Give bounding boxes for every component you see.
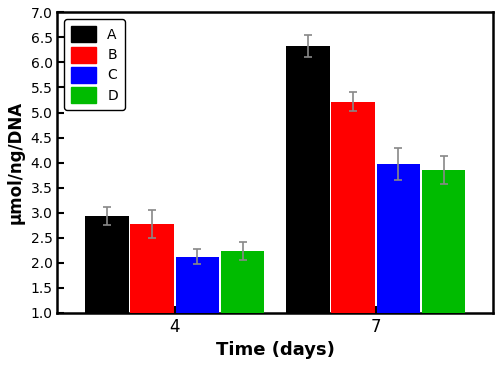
Bar bbox=[220, 251, 264, 313]
Bar bbox=[85, 216, 128, 313]
Bar bbox=[332, 101, 375, 313]
Y-axis label: μmol/ng/DNA: μmol/ng/DNA bbox=[7, 101, 25, 224]
Bar bbox=[130, 224, 174, 313]
Bar bbox=[376, 164, 420, 313]
Bar bbox=[422, 170, 466, 313]
Legend: A, B, C, D: A, B, C, D bbox=[64, 19, 125, 110]
X-axis label: Time (days): Time (days) bbox=[216, 341, 334, 359]
Bar bbox=[176, 257, 219, 313]
Bar bbox=[286, 46, 330, 313]
